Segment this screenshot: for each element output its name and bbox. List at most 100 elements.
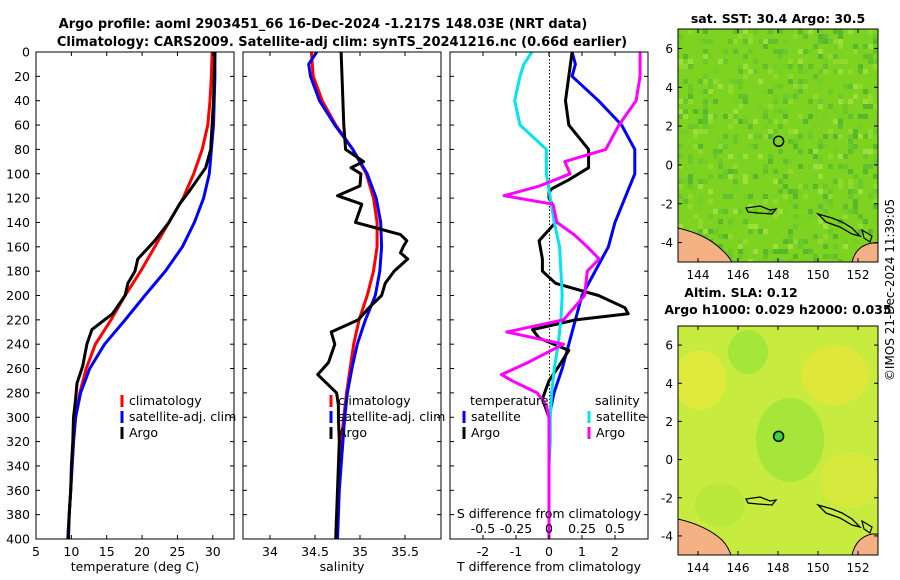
sst-pixel	[678, 144, 683, 149]
sst-pixel	[688, 29, 693, 34]
sst-pixel	[708, 84, 713, 89]
sst-pixel	[743, 179, 748, 184]
sst-pixel	[793, 94, 798, 99]
legend-salinity-title: salinity	[595, 393, 640, 408]
sst-pixel	[703, 229, 708, 234]
sst-pixel	[798, 134, 803, 139]
sst-pixel	[843, 204, 848, 209]
sst-pixel	[823, 224, 828, 229]
sst-pixel	[778, 54, 783, 59]
sst-pixel	[698, 199, 703, 204]
sst-pixel	[828, 39, 833, 44]
sst-pixel	[818, 29, 823, 34]
sst-pixel	[848, 179, 853, 184]
sst-pixel	[793, 34, 798, 39]
series-line-t-argo	[531, 52, 630, 539]
sst-pixel	[798, 149, 803, 154]
sst-pixel	[838, 124, 843, 129]
s-tick-label: 0.5	[605, 521, 625, 536]
sst-pixel	[753, 249, 758, 254]
sst-pixel	[763, 169, 768, 174]
sst-pixel	[703, 74, 708, 79]
y-tick-label: 260	[6, 361, 30, 376]
sst-pixel	[798, 49, 803, 54]
sst-pixel	[868, 229, 873, 234]
sst-pixel-field	[678, 29, 878, 262]
map-y-tick-label: 4	[665, 81, 673, 95]
sst-pixel	[748, 134, 753, 139]
sst-pixel	[743, 114, 748, 119]
sst-pixel	[743, 54, 748, 59]
sst-pixel	[813, 234, 818, 239]
sst-pixel	[703, 119, 708, 124]
sst-pixel	[678, 164, 683, 169]
sst-pixel	[838, 59, 843, 64]
map-x-tick-label: 148	[767, 268, 790, 282]
sst-pixel	[738, 239, 743, 244]
sst-pixel	[748, 39, 753, 44]
sst-pixel	[818, 159, 823, 164]
sst-pixel	[848, 139, 853, 144]
sst-pixel	[863, 149, 868, 154]
sst-pixel	[748, 259, 753, 262]
sst-pixel	[743, 99, 748, 104]
sst-pixel	[813, 254, 818, 259]
sst-pixel	[788, 74, 793, 79]
sst-pixel	[768, 69, 773, 74]
sst-pixel	[838, 134, 843, 139]
sla-anomaly-patch	[678, 350, 726, 410]
sst-pixel	[733, 184, 738, 189]
sst-pixel	[678, 34, 683, 39]
sst-pixel	[818, 34, 823, 39]
map-y-tick-label: 4	[665, 377, 673, 391]
sst-pixel	[688, 159, 693, 164]
sst-pixel	[738, 154, 743, 159]
sst-pixel	[818, 189, 823, 194]
sst-pixel	[818, 39, 823, 44]
sst-pixel	[738, 119, 743, 124]
sst-pixel	[773, 179, 778, 184]
sst-pixel	[698, 129, 703, 134]
sst-pixel	[708, 79, 713, 84]
sst-pixel	[783, 99, 788, 104]
sla-map-panel: Altim. SLA: 0.12 Argo h1000: 0.029 h2000…	[661, 285, 892, 575]
x-tick-label: 5	[32, 544, 40, 559]
sst-pixel	[753, 209, 758, 214]
sst-pixel	[788, 169, 793, 174]
sst-pixel	[703, 104, 708, 109]
sst-pixel	[688, 204, 693, 209]
sst-pixel	[833, 234, 838, 239]
sst-pixel	[858, 114, 863, 119]
sst-pixel	[773, 64, 778, 69]
sst-pixel	[863, 234, 868, 239]
sst-pixel	[833, 254, 838, 259]
sst-pixel	[728, 89, 733, 94]
sst-pixel	[828, 54, 833, 59]
sst-pixel	[873, 204, 878, 209]
sst-pixel	[828, 229, 833, 234]
sst-pixel	[743, 39, 748, 44]
sst-pixel	[788, 139, 793, 144]
y-tick-label: 40	[14, 93, 30, 108]
legend-s-satellite-label: satellite	[596, 409, 646, 424]
sst-pixel	[723, 169, 728, 174]
sla-anomaly-patch	[801, 345, 869, 405]
temperature-legend: climatology satellite-adj. clim Argo	[120, 393, 236, 440]
sst-pixel	[863, 54, 868, 59]
sst-pixel	[778, 49, 783, 54]
sst-pixel	[723, 174, 728, 179]
sst-pixel	[758, 79, 763, 84]
sst-pixel	[773, 259, 778, 262]
series-line-argo	[316, 52, 410, 539]
y-tick-label: 300	[6, 410, 30, 425]
sst-pixel	[843, 214, 848, 219]
sst-pixel	[838, 64, 843, 69]
temperature-xlabel: temperature (deg C)	[71, 559, 200, 574]
sst-pixel	[803, 249, 808, 254]
sst-map-panel: sat. SST: 30.4 Argo: 30.5 144 146 148 150 15…	[661, 11, 879, 282]
s-tick-label: -0.5	[471, 521, 495, 536]
sst-pixel	[808, 99, 813, 104]
sst-pixel	[778, 109, 783, 114]
sst-pixel	[703, 124, 708, 129]
sst-pixel	[813, 124, 818, 129]
